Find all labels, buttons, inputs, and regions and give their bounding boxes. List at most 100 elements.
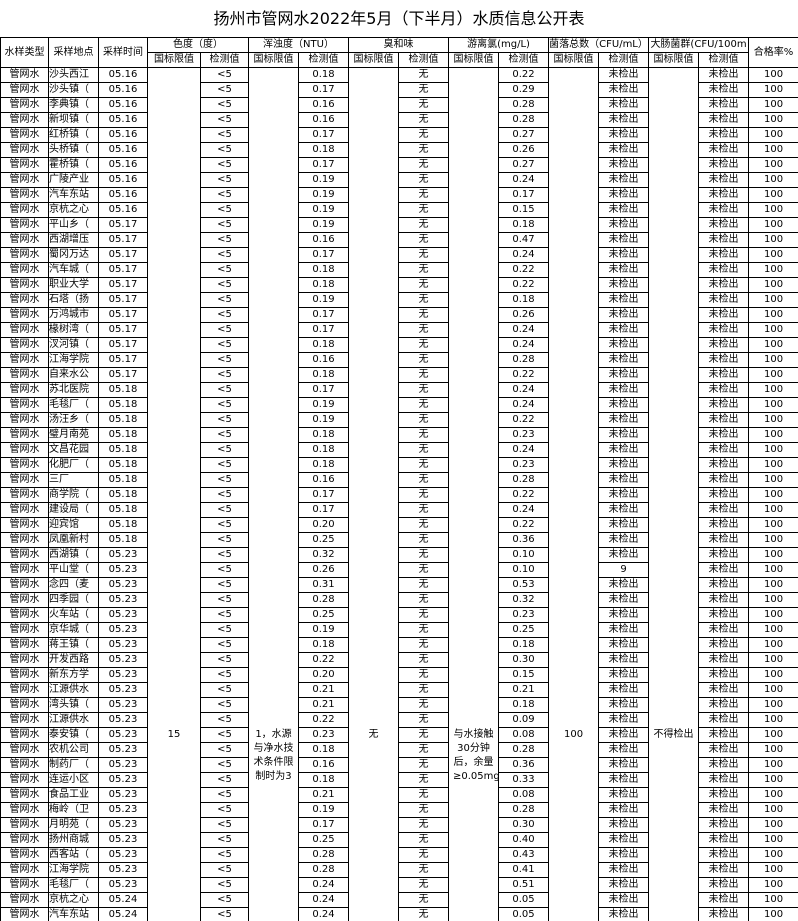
measured-value: 0.05 (498, 892, 550, 908)
sample-date: 05.23 (98, 697, 148, 713)
measured-value: 无 (398, 637, 450, 653)
measured-value: 0.19 (297, 187, 350, 203)
location: 月明苑（ (48, 817, 99, 833)
pass-rate: 100 (748, 82, 798, 98)
sample-date: 05.18 (98, 397, 148, 413)
measured-value: 0.17 (297, 487, 350, 503)
measured-value: 0.18 (498, 292, 550, 308)
measured-value: <5 (200, 907, 249, 921)
measured-value: <5 (200, 172, 249, 188)
measured-value: <5 (200, 547, 249, 563)
measured-value: 未检出 (698, 262, 750, 278)
sample-type: 管网水 (0, 577, 49, 593)
row: 管网水 泰安镇（ 05.23 <5 0.23 无 0.08 未检出 未检出 100 (0, 727, 798, 743)
location: 汽车东站 (48, 907, 99, 921)
pass-rate: 100 (748, 652, 798, 668)
measured-value: <5 (200, 502, 249, 518)
measured-value: 无 (398, 697, 450, 713)
location: 京杭之心 (48, 202, 99, 218)
sample-date: 05.17 (98, 232, 148, 248)
measured-value: 0.36 (498, 532, 550, 548)
measured-value: 无 (398, 877, 450, 893)
measured-value: <5 (200, 772, 249, 788)
limit: 与水接触30分钟后，余量≥0.05mg/L (448, 67, 500, 921)
measured-value: 0.32 (297, 547, 350, 563)
measured-value: 未检出 (698, 352, 750, 368)
measured-value: 0.41 (498, 862, 550, 878)
pass-rate: 100 (748, 292, 798, 308)
pass-rate: 100 (748, 907, 798, 921)
measured-value: <5 (200, 217, 249, 233)
location: 化肥厂（ (48, 457, 99, 473)
sample-date: 05.23 (98, 817, 148, 833)
sample-type: 管网水 (0, 622, 49, 638)
measured-value: 0.24 (498, 172, 550, 188)
measured-value: <5 (200, 577, 249, 593)
measured-value: 未检出 (698, 802, 750, 818)
measured-value: 未检出 (598, 742, 650, 758)
measured-value: 未检出 (698, 772, 750, 788)
sample-date: 05.17 (98, 217, 148, 233)
sample-date: 05.18 (98, 457, 148, 473)
measured-value: <5 (200, 592, 249, 608)
measured-value: <5 (200, 757, 249, 773)
pass-rate: 100 (748, 697, 798, 713)
measured-value: 未检出 (598, 127, 650, 143)
row: 管网水 职业大学 05.17 <5 0.18 无 0.22 未检出 未检出 100 (0, 277, 798, 293)
sample-type: 管网水 (0, 217, 49, 233)
measured-value: 0.33 (498, 772, 550, 788)
measured-value: 0.24 (498, 247, 550, 263)
measured-value: <5 (200, 862, 249, 878)
measured-value: <5 (200, 712, 249, 728)
measured-value: 未检出 (698, 832, 750, 848)
sample-type: 管网水 (0, 127, 49, 143)
sample-type: 管网水 (0, 772, 49, 788)
header: 臭和味 (348, 37, 450, 53)
measured-value: 未检出 (598, 427, 650, 443)
measured-value: 0.31 (297, 577, 350, 593)
measured-value: 未检出 (598, 307, 650, 323)
measured-value: 0.22 (498, 262, 550, 278)
location: 万鸿城市 (48, 307, 99, 323)
pass-rate: 100 (748, 97, 798, 113)
sample-date: 05.23 (98, 562, 148, 578)
sample-type: 管网水 (0, 862, 49, 878)
sample-date: 05.23 (98, 847, 148, 863)
measured-value: 未检出 (698, 427, 750, 443)
measured-value: <5 (200, 802, 249, 818)
measured-value: 未检出 (598, 472, 650, 488)
sample-date: 05.23 (98, 757, 148, 773)
location: 凤凰新村 (48, 532, 99, 548)
pass-rate: 100 (748, 352, 798, 368)
measured-value: 未检出 (598, 322, 650, 338)
measured-value: 无 (398, 682, 450, 698)
measured-value: 0.24 (498, 382, 550, 398)
pass-rate: 100 (748, 862, 798, 878)
sample-type: 管网水 (0, 397, 49, 413)
row: 管网水 食品工业 05.23 <5 0.21 无 0.08 未检出 未检出 100 (0, 787, 798, 803)
pass-rate: 100 (748, 502, 798, 518)
limit-text: 不得检出 (653, 729, 694, 740)
measured-value: 0.18 (498, 217, 550, 233)
location: 新东方学 (48, 667, 99, 683)
measured-value: 未检出 (698, 622, 750, 638)
measured-value: 0.22 (297, 712, 350, 728)
limit: 100 (548, 67, 600, 921)
location: 蜀冈万达 (48, 247, 99, 263)
measured-value: 0.19 (297, 202, 350, 218)
measured-value: 0.28 (498, 802, 550, 818)
measured-value: 0.17 (297, 157, 350, 173)
measured-value: 0.16 (297, 472, 350, 488)
sub-header: 检测值 (297, 52, 350, 68)
location: 广陵产业 (48, 172, 99, 188)
sample-type: 管网水 (0, 712, 49, 728)
measured-value: 未检出 (698, 697, 750, 713)
sample-type: 管网水 (0, 157, 49, 173)
row: 管网水 汊河镇（ 05.17 <5 0.18 无 0.24 未检出 未检出 100 (0, 337, 798, 353)
sample-type: 管网水 (0, 187, 49, 203)
pass-rate: 100 (748, 112, 798, 128)
measured-value: 未检出 (598, 532, 650, 548)
measured-value: 未检出 (598, 607, 650, 623)
measured-value: <5 (200, 742, 249, 758)
location: 汽车东站 (48, 187, 99, 203)
